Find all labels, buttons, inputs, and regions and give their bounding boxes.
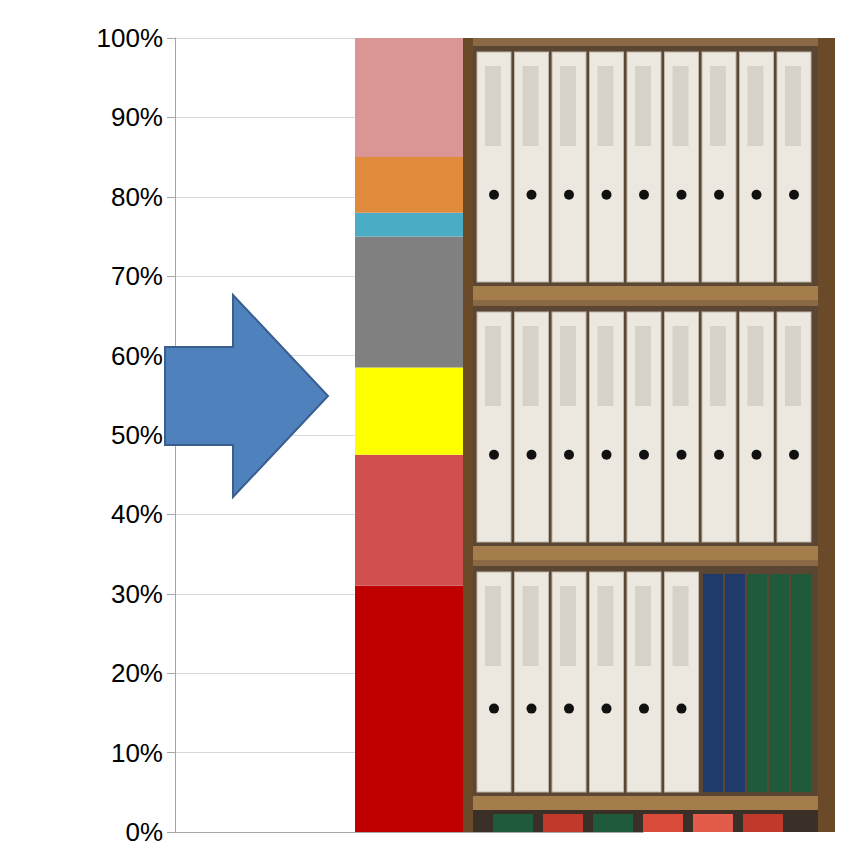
svg-text:10%: 10% — [111, 738, 163, 768]
svg-text:70%: 70% — [111, 261, 163, 291]
svg-text:60%: 60% — [111, 341, 163, 371]
svg-text:0%: 0% — [125, 817, 163, 847]
svg-text:40%: 40% — [111, 499, 163, 529]
svg-text:30%: 30% — [111, 579, 163, 609]
svg-text:20%: 20% — [111, 658, 163, 688]
svg-text:80%: 80% — [111, 182, 163, 212]
svg-text:90%: 90% — [111, 102, 163, 132]
svg-text:100%: 100% — [97, 23, 164, 53]
svg-text:50%: 50% — [111, 420, 163, 450]
